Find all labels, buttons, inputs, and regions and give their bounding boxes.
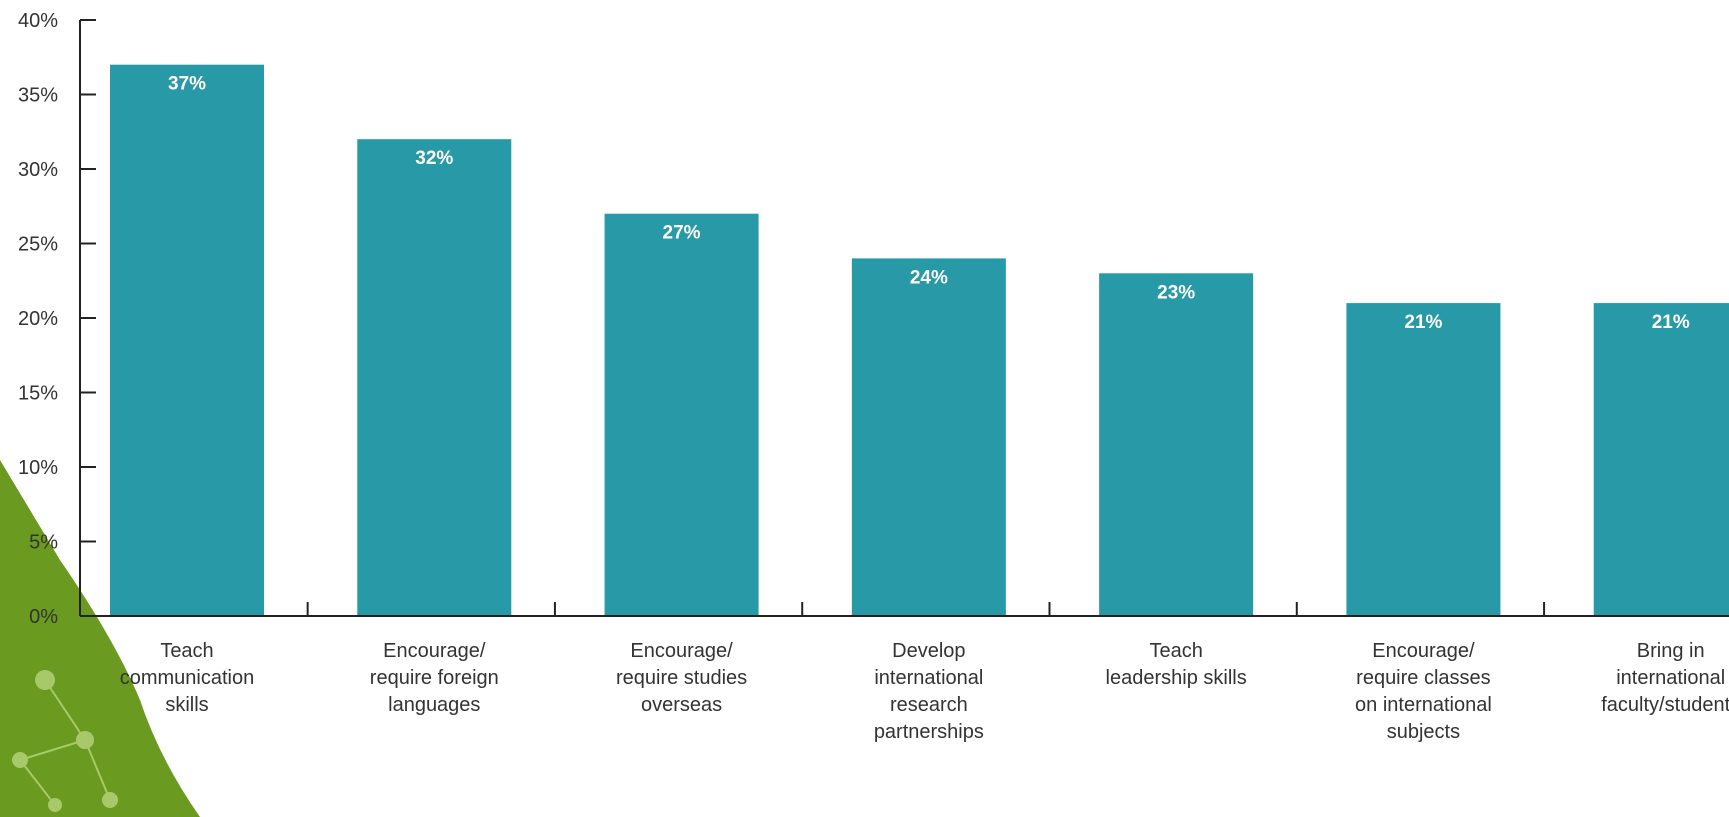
y-tick-label: 15% (18, 383, 58, 405)
corner-green-shape (0, 460, 200, 817)
x-tick-label: Bring in international faculty/students (1601, 640, 1729, 716)
labels-layer: 37% 32% 27% 24% 23% 21% 21% 0% 5% 10% 15% 20% 25% 30%… (18, 10, 1729, 743)
data-label: 24% (910, 267, 948, 288)
y-tick-label: 25% (18, 234, 58, 256)
data-label: 21% (1652, 312, 1690, 333)
y-tick-label: 40% (18, 10, 58, 32)
bar (110, 64, 264, 616)
y-tick-label: 20% (18, 308, 58, 330)
data-label: 21% (1404, 312, 1442, 333)
x-tick-label: Teach communication skills (120, 640, 255, 716)
data-label: 37% (168, 74, 206, 95)
data-label: 27% (663, 223, 701, 244)
corner-network-line (19, 759, 56, 806)
bar (1099, 273, 1254, 616)
bar (1593, 303, 1729, 616)
corner-decoration (0, 460, 200, 817)
bar (604, 213, 759, 616)
bar (357, 139, 512, 616)
bar (851, 258, 1006, 616)
x-tick-label: Encourage/require classes on internationa… (1355, 640, 1492, 743)
y-tick-label: 30% (18, 159, 58, 181)
corner-network-line (84, 739, 111, 801)
axis-layer (79, 19, 1729, 617)
bars-layer (110, 64, 1729, 616)
x-tick-label: Develop international research partnerships (874, 640, 984, 743)
data-label: 23% (1157, 282, 1195, 303)
y-tick-label: 10% (18, 457, 58, 479)
y-tick-label: 35% (18, 85, 58, 107)
bar (1346, 303, 1501, 616)
x-tick-label: Encourage/require foreign languages (370, 640, 499, 716)
x-tick-label: Encourage/require studies overseas (616, 640, 747, 716)
y-tick-label: 0% (29, 606, 58, 628)
corner-network-line (44, 679, 86, 741)
y-tick-label: 5% (29, 532, 58, 554)
x-tick-label: Teach leadership skills (1106, 640, 1247, 689)
corner-network-line (19, 739, 86, 761)
data-label: 32% (415, 148, 453, 169)
